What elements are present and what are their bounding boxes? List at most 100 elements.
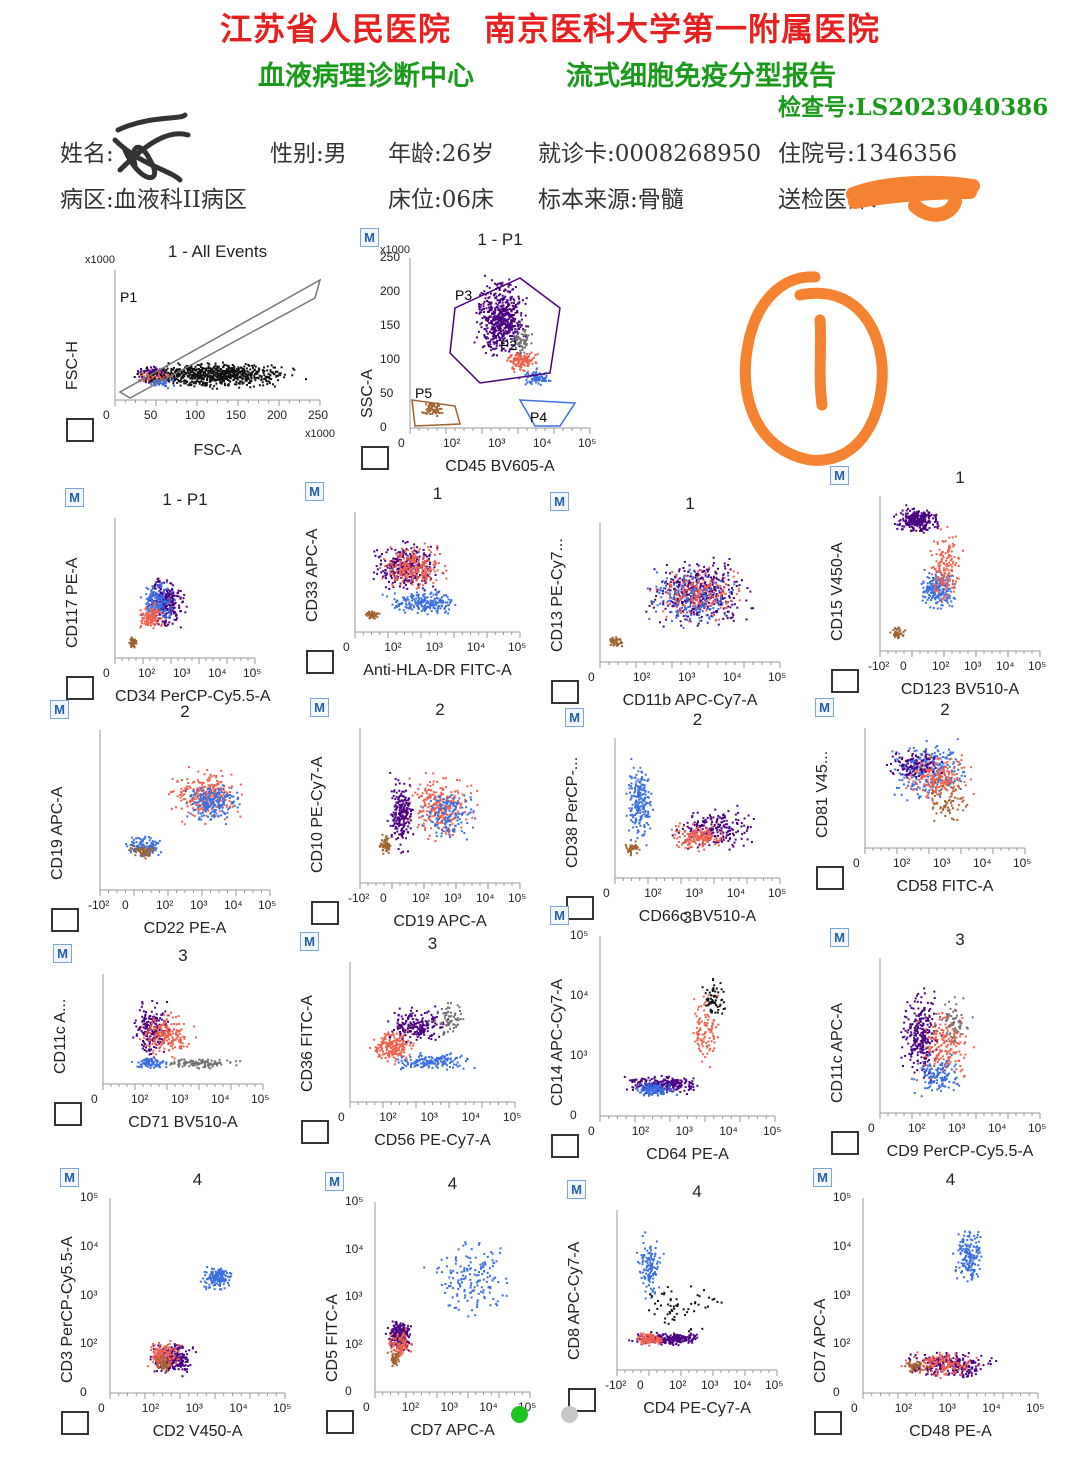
- event-dot: [897, 637, 899, 639]
- event-dot: [229, 800, 231, 802]
- event-dot: [892, 629, 894, 631]
- event-dot: [405, 542, 407, 544]
- event-dot: [394, 576, 396, 578]
- event-dot: [184, 372, 186, 374]
- event-dot: [951, 575, 953, 577]
- event-dot: [387, 549, 389, 551]
- event-dot: [416, 546, 418, 548]
- event-dot: [176, 382, 178, 384]
- gate-label: P4: [530, 409, 547, 425]
- event-dot: [437, 592, 439, 594]
- event-dot: [423, 606, 425, 608]
- event-dot: [145, 380, 147, 382]
- event-dot: [207, 362, 209, 364]
- x-tick-label: 10⁴: [723, 670, 742, 684]
- event-dot: [415, 598, 417, 600]
- event-dot: [943, 567, 945, 569]
- event-dot: [745, 600, 747, 602]
- event-dot: [728, 579, 730, 581]
- event-dot: [733, 620, 735, 622]
- event-dot: [160, 612, 162, 614]
- event-dot: [415, 565, 417, 567]
- event-dot: [172, 604, 174, 606]
- event-dot: [150, 595, 152, 597]
- event-dot: [685, 580, 687, 582]
- event-dot: [435, 574, 437, 576]
- event-dot: [700, 569, 702, 571]
- event-dot: [713, 580, 715, 582]
- event-dot: [145, 608, 147, 610]
- event-dot: [412, 584, 414, 586]
- event-dot: [511, 368, 513, 370]
- event-dot: [414, 559, 416, 561]
- x-axis-label: FSC-A: [115, 442, 320, 460]
- event-dot: [513, 360, 515, 362]
- event-dot: [687, 584, 689, 586]
- event-dot: [709, 592, 711, 594]
- event-dot: [726, 615, 728, 617]
- event-dot: [512, 332, 514, 334]
- event-dot: [932, 566, 934, 568]
- event-dot: [490, 308, 492, 310]
- event-dot: [724, 577, 726, 579]
- event-dot: [269, 375, 271, 377]
- gate-select-button[interactable]: [66, 676, 94, 700]
- event-dot: [437, 602, 439, 604]
- event-dot: [500, 305, 502, 307]
- event-dot: [951, 551, 953, 553]
- event-dot: [921, 512, 923, 514]
- y-axis-label: CD117 PE-A: [64, 558, 82, 648]
- event-dot: [223, 373, 225, 375]
- event-dot: [166, 581, 168, 583]
- event-dot: [440, 408, 442, 410]
- event-dot: [414, 567, 416, 569]
- event-dot: [172, 601, 174, 603]
- event-dot: [483, 305, 485, 307]
- event-dot: [690, 601, 692, 603]
- event-dot: [537, 380, 539, 382]
- event-dot: [734, 581, 736, 583]
- event-dot: [517, 357, 519, 359]
- event-dot: [724, 613, 726, 615]
- event-dot: [140, 596, 142, 598]
- gate-select-button[interactable]: [361, 446, 389, 470]
- event-dot: [374, 555, 376, 557]
- gate-select-button[interactable]: [306, 650, 334, 674]
- event-dot: [139, 627, 141, 629]
- event-dot: [940, 528, 942, 530]
- event-dot: [173, 385, 175, 387]
- event-dot: [494, 311, 496, 313]
- event-dot: [417, 605, 419, 607]
- event-dot: [207, 376, 209, 378]
- event-dot: [938, 597, 940, 599]
- gate-select-button[interactable]: [831, 669, 859, 693]
- event-dot: [684, 600, 686, 602]
- event-dot: [494, 348, 496, 350]
- event-dot: [141, 622, 143, 624]
- event-dot: [720, 596, 722, 598]
- plot-canvas: P1: [60, 240, 335, 465]
- event-dot: [938, 591, 940, 593]
- event-dot: [261, 375, 263, 377]
- event-dot: [941, 577, 943, 579]
- event-dot: [519, 350, 521, 352]
- event-dot: [488, 307, 490, 309]
- gate-select-button[interactable]: [66, 418, 94, 442]
- event-dot: [409, 561, 411, 563]
- event-dot: [425, 581, 427, 583]
- event-dot: [397, 576, 399, 578]
- event-dot: [937, 594, 939, 596]
- event-dot: [209, 386, 211, 388]
- event-dot: [184, 823, 186, 825]
- x-tick-label: 10³: [426, 640, 443, 654]
- event-dot: [515, 286, 517, 288]
- event-dot: [131, 645, 133, 647]
- event-dot: [389, 573, 391, 575]
- event-dot: [171, 608, 173, 610]
- event-dot: [162, 370, 164, 372]
- event-dot: [427, 546, 429, 548]
- event-dot: [441, 412, 443, 414]
- gate-select-button[interactable]: [551, 680, 579, 704]
- event-dot: [651, 602, 653, 604]
- event-dot: [404, 612, 406, 614]
